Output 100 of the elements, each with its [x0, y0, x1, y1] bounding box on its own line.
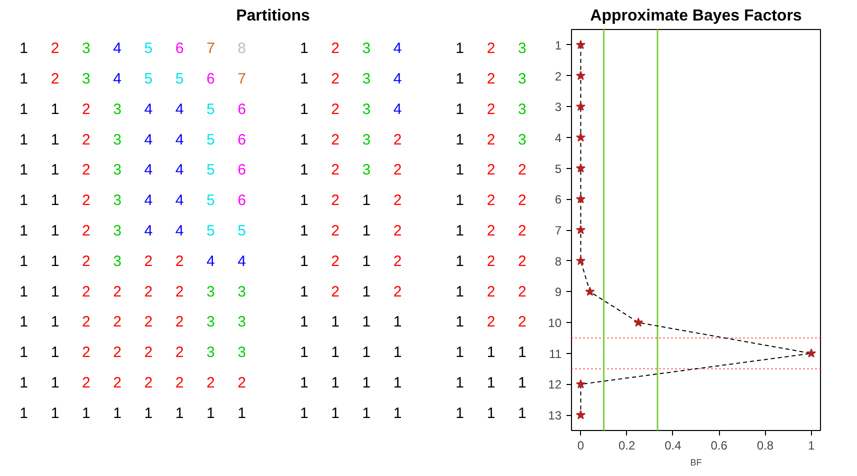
data-label: 5: [238, 222, 246, 240]
data-label: 1: [20, 70, 28, 88]
data-label: 4: [144, 131, 153, 148]
data-label: 5: [206, 100, 215, 118]
data-label: 2: [175, 283, 184, 300]
data-label: 3: [518, 100, 526, 118]
data-label: 1: [456, 70, 464, 88]
x-tick-label: 0.2: [618, 438, 636, 452]
y-tick-label: 5: [554, 162, 562, 176]
point: [576, 132, 586, 142]
y-tick-label: 6: [554, 192, 562, 207]
data-label: 1: [300, 162, 308, 179]
data-label: 1: [20, 314, 28, 331]
data-label: 3: [113, 162, 122, 179]
data-label: 4: [175, 131, 184, 148]
point: [576, 256, 586, 265]
y-tick-label: 10: [548, 316, 562, 330]
data-label: 2: [331, 192, 340, 210]
data-label: 2: [331, 100, 340, 118]
y-tick-label: 9: [554, 285, 562, 300]
data-label: 1: [300, 222, 308, 240]
data-label: 2: [486, 283, 496, 300]
data-label: 2: [518, 192, 526, 210]
data-label: 2: [518, 252, 526, 270]
data-label: 2: [486, 222, 496, 240]
data-label: 1: [362, 222, 371, 240]
data-label: 2: [206, 374, 215, 392]
y-tick-label: 2: [554, 69, 562, 84]
data-label: 1: [300, 344, 308, 362]
data-label: 3: [113, 192, 122, 210]
data-label: 5: [206, 131, 215, 148]
data-label: 2: [331, 222, 340, 240]
point: [576, 194, 586, 204]
data-label: 1: [456, 100, 464, 118]
data-label: 7: [206, 40, 215, 58]
data-label: 3: [113, 222, 122, 240]
point: [585, 286, 595, 296]
data-label: 1: [456, 374, 464, 392]
data-label: 1: [362, 374, 371, 392]
data-label: 1: [50, 100, 60, 118]
data-label: 5: [206, 222, 215, 240]
data-label: 2: [486, 252, 496, 270]
data-label: 2: [393, 162, 402, 179]
data-label: 4: [144, 222, 153, 240]
data-label: 5: [144, 40, 153, 58]
data-label: 1: [50, 344, 60, 362]
data-label: 1: [362, 344, 371, 362]
data-label: 1: [393, 374, 402, 392]
data-label: 1: [300, 192, 308, 210]
data-label: 1: [50, 222, 60, 240]
data-label: 6: [238, 100, 246, 118]
data-label: 3: [362, 162, 371, 179]
data-label: 3: [206, 283, 215, 300]
data-label: 2: [82, 283, 90, 300]
data-label: 2: [82, 374, 90, 392]
data-label: 1: [456, 162, 464, 179]
data-label: 4: [393, 100, 402, 118]
data-label: 4: [238, 252, 246, 270]
data-label: 1: [300, 374, 308, 392]
data-label: 6: [175, 40, 184, 58]
data-label: 2: [518, 314, 526, 331]
data-label: 2: [393, 131, 402, 148]
data-label: 6: [238, 192, 246, 210]
y-tick-label: 13: [548, 408, 562, 423]
data-label: 4: [144, 100, 153, 118]
data-label: 2: [518, 222, 526, 240]
data-label: 3: [238, 344, 246, 362]
data-label: 2: [331, 131, 340, 148]
data-label: 1: [238, 404, 246, 422]
data-label: 3: [113, 100, 122, 118]
data-label: 2: [331, 252, 340, 270]
point: [634, 318, 644, 327]
data-label: 2: [82, 100, 90, 118]
data-label: 1: [331, 314, 340, 331]
data-label: 1: [456, 40, 464, 58]
data-label: 1: [393, 344, 402, 362]
data-label: 1: [20, 344, 28, 362]
data-label: 2: [238, 374, 246, 392]
data-label: 1: [144, 404, 153, 422]
data-label: 5: [144, 70, 153, 88]
data-label: 1: [300, 40, 308, 58]
data-label: 2: [486, 70, 496, 88]
data-label: 1: [518, 374, 526, 392]
data-label: 2: [50, 70, 60, 88]
data-label: 1: [456, 222, 464, 240]
y-tick-label: 3: [554, 100, 562, 114]
data-label: 1: [300, 283, 308, 300]
data-label: 1: [456, 344, 464, 362]
data-label: 1: [393, 404, 402, 422]
data-label: 3: [206, 344, 215, 362]
data-label: 1: [362, 404, 371, 422]
data-label: 2: [393, 283, 402, 300]
data-label: 1: [50, 162, 60, 179]
data-label: 1: [20, 40, 28, 58]
data-label: 3: [206, 314, 215, 331]
data-label: 1: [300, 70, 308, 88]
data-label: 4: [175, 192, 184, 210]
x-tick-label: 0: [577, 438, 584, 452]
data-label: 1: [50, 283, 60, 300]
data-label: 1: [50, 252, 60, 270]
